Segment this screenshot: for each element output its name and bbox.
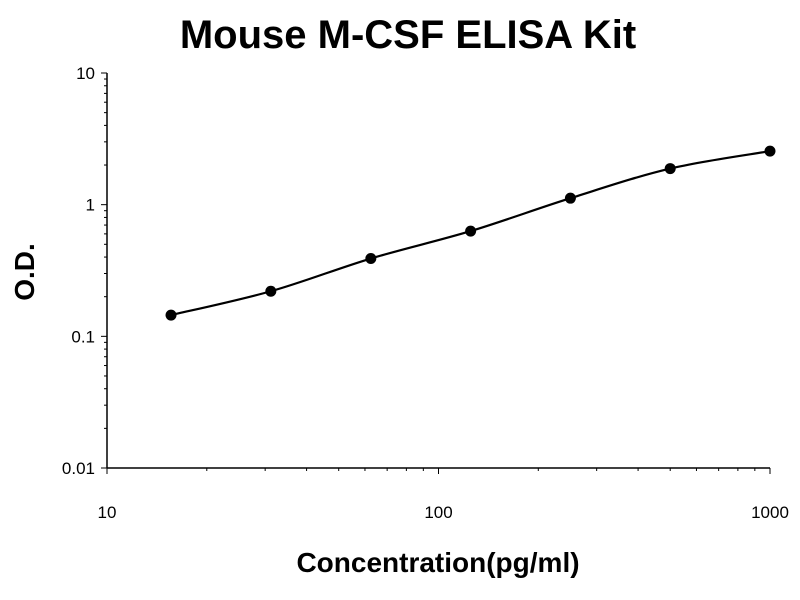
plot-area	[165, 145, 776, 321]
data-point	[664, 163, 676, 175]
data-point	[365, 253, 377, 265]
data-point	[165, 309, 177, 321]
x-tick-label: 100	[424, 503, 452, 522]
data-point	[465, 225, 477, 237]
data-point	[564, 192, 576, 204]
x-axis-label: Concentration(pg/ml)	[296, 547, 579, 578]
y-tick-label: 0.1	[71, 327, 95, 346]
y-tick-label: 1	[86, 196, 95, 215]
y-ticks: 10 1 0.1 0.01	[62, 64, 107, 478]
x-tick-label: 10	[98, 503, 117, 522]
data-point	[265, 285, 277, 297]
y-tick-label: 10	[76, 64, 95, 83]
x-ticks: 10 100 1000	[98, 468, 789, 522]
data-point	[764, 145, 776, 157]
y-axis-label: O.D.	[9, 243, 40, 301]
axes	[106, 73, 770, 469]
chart-title: Mouse M-CSF ELISA Kit	[180, 13, 636, 57]
x-tick-label: 1000	[751, 503, 789, 522]
y-tick-label: 0.01	[62, 459, 95, 478]
